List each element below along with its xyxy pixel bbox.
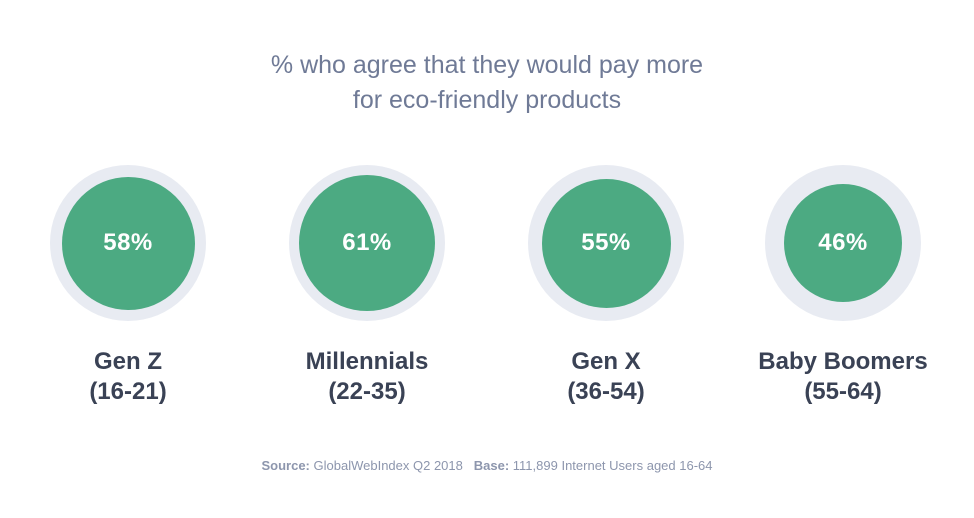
generation-name: Gen X [571,348,641,375]
base-label: Base: [473,458,510,473]
bubble-ring: 55% [528,165,684,321]
bubble-mark: 55% [541,178,671,308]
bubble-mark: 46% [784,184,902,302]
bubble-ring: 46% [765,165,921,321]
chart-title: % who agree that they would pay more for… [0,48,974,118]
generation-age-range: (22-35) [328,378,406,405]
bubble-value-label: 58% [103,229,153,256]
generation-card: 58% Gen Z (16-21) [28,165,228,407]
generation-name: Baby Boomers [758,348,928,375]
chart-title-line-1: % who agree that they would pay more [270,51,704,79]
source-note: Source: GlobalWebIndex Q2 2018 Base: 111… [0,458,974,473]
generation-age-range: (55-64) [804,378,882,405]
base-text: 111,899 Internet Users aged 16-64 [512,458,713,473]
generation-card: 55% Gen X (36-54) [506,165,706,407]
chart-title-line-2: for eco-friendly products [352,86,622,114]
bubble-value-label: 46% [818,229,868,256]
bubble-ring: 61% [289,165,445,321]
generation-cards: 58% Gen Z (16-21) 61% Millennials (22-35) 55% G… [0,165,974,425]
source-label: Source: [261,458,310,473]
generation-name: Millennials [305,348,429,375]
generation-name: Gen Z [93,348,162,375]
bubble-value-label: 55% [581,229,631,256]
generation-age-range: (36-54) [567,378,645,405]
source-text: GlobalWebIndex Q2 2018 [313,458,463,473]
generation-card: 46% Baby Boomers (55-64) [743,165,943,407]
bubble-value-label: 61% [342,229,392,256]
bubble-ring: 58% [50,165,206,321]
bubble-mark: 58% [61,176,195,310]
generation-age-range: (16-21) [89,378,167,405]
generation-card: 61% Millennials (22-35) [267,165,467,407]
bubble-mark: 61% [299,175,435,311]
